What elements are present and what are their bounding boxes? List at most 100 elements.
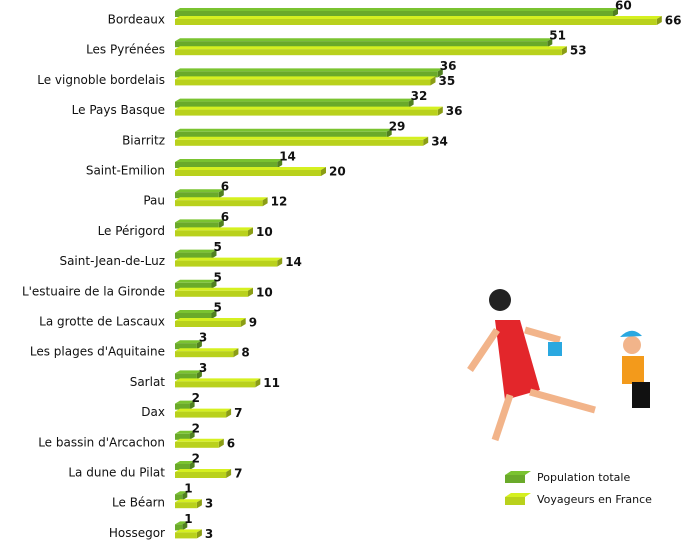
bar-top bbox=[175, 491, 188, 495]
bar-end bbox=[196, 370, 202, 380]
bar bbox=[175, 167, 326, 176]
bar-top bbox=[175, 310, 217, 313]
bar-front bbox=[175, 71, 438, 78]
bar bbox=[175, 38, 553, 48]
category-label: La dune du Pilat bbox=[68, 466, 165, 480]
value-label: 7 bbox=[234, 467, 242, 481]
value-label: 66 bbox=[665, 14, 682, 28]
bar-top bbox=[175, 68, 443, 72]
category-label: Le Béarn bbox=[112, 496, 165, 510]
value-label: 51 bbox=[549, 29, 566, 43]
bar-front bbox=[175, 494, 183, 501]
value-label: 10 bbox=[256, 225, 273, 239]
bar-end bbox=[226, 469, 232, 478]
bar-front bbox=[175, 101, 409, 108]
value-label: 12 bbox=[271, 195, 288, 209]
legend-swatch-front bbox=[505, 475, 525, 483]
bar bbox=[175, 430, 195, 440]
bar-front bbox=[175, 131, 387, 138]
bar-top bbox=[175, 438, 224, 442]
bar-end bbox=[218, 438, 224, 448]
bar-top bbox=[175, 408, 232, 412]
value-label: 14 bbox=[285, 255, 302, 269]
bar-top bbox=[175, 529, 202, 533]
value-label: 34 bbox=[431, 134, 448, 148]
bar-top bbox=[175, 430, 195, 434]
bar-top bbox=[175, 128, 392, 132]
bar-end bbox=[226, 408, 232, 418]
bar-front bbox=[175, 321, 241, 327]
bar-end bbox=[182, 521, 188, 531]
bar-top bbox=[175, 219, 224, 223]
bar-top bbox=[175, 461, 195, 464]
bar-top bbox=[175, 370, 202, 374]
bar-front bbox=[175, 532, 197, 539]
bar bbox=[175, 227, 253, 237]
bar-front bbox=[175, 403, 190, 410]
bar bbox=[175, 159, 283, 168]
bar bbox=[175, 408, 232, 418]
bar-front bbox=[175, 441, 219, 448]
bar-top bbox=[175, 159, 283, 162]
bar-front bbox=[175, 41, 548, 48]
category-label: Les plages d'Aquitaine bbox=[30, 345, 165, 359]
value-label: 5 bbox=[214, 270, 222, 284]
bar bbox=[175, 529, 202, 539]
bar bbox=[175, 128, 392, 138]
bar bbox=[175, 370, 202, 380]
bar-end bbox=[211, 310, 217, 319]
bar-top bbox=[175, 136, 429, 140]
bar-end bbox=[277, 257, 283, 267]
bar-top bbox=[175, 279, 217, 283]
value-label: 11 bbox=[263, 376, 280, 390]
bar-end bbox=[211, 249, 217, 259]
bar-front bbox=[175, 260, 278, 267]
bar-front bbox=[175, 373, 197, 380]
bar-top bbox=[175, 340, 202, 344]
value-label: 9 bbox=[249, 316, 257, 330]
illustration bbox=[467, 289, 650, 442]
bar bbox=[175, 340, 202, 350]
legend-swatch bbox=[505, 471, 531, 483]
bar-end bbox=[218, 219, 224, 229]
value-label: 6 bbox=[221, 210, 229, 224]
bar-top bbox=[175, 499, 202, 503]
bar-front bbox=[175, 381, 256, 388]
bar-front bbox=[175, 351, 234, 358]
bar-front bbox=[175, 252, 212, 259]
bar bbox=[175, 461, 195, 470]
bar-end bbox=[196, 340, 202, 350]
value-label: 32 bbox=[411, 89, 428, 103]
category-label: Bordeaux bbox=[108, 13, 165, 27]
value-label: 2 bbox=[192, 421, 200, 435]
value-label: 53 bbox=[570, 44, 587, 58]
bar-front bbox=[175, 170, 321, 176]
value-label: 3 bbox=[205, 497, 213, 511]
category-label: Le vignoble bordelais bbox=[37, 73, 165, 87]
bar bbox=[175, 287, 253, 297]
bar bbox=[175, 499, 202, 509]
bar-front bbox=[175, 502, 197, 509]
legend-swatch-top bbox=[505, 471, 531, 475]
bar-end bbox=[277, 159, 283, 168]
bar bbox=[175, 400, 195, 410]
bar-front bbox=[175, 290, 248, 297]
bar-end bbox=[437, 68, 443, 78]
bar-end bbox=[430, 76, 436, 86]
category-label: Hossegor bbox=[109, 526, 165, 540]
bar-top bbox=[175, 521, 188, 525]
bar-top bbox=[175, 227, 253, 231]
bar-front bbox=[175, 19, 657, 25]
bar-end bbox=[233, 348, 239, 358]
bar-end bbox=[321, 167, 326, 176]
bar-end bbox=[547, 38, 553, 48]
bar-top bbox=[175, 76, 436, 80]
bar-end bbox=[196, 529, 202, 539]
bar bbox=[175, 378, 261, 388]
bar-top bbox=[175, 106, 443, 110]
bar bbox=[175, 257, 283, 267]
value-label: 7 bbox=[234, 406, 242, 420]
bar-end bbox=[196, 499, 202, 509]
bar-end bbox=[248, 227, 253, 237]
value-label: 2 bbox=[192, 452, 200, 466]
